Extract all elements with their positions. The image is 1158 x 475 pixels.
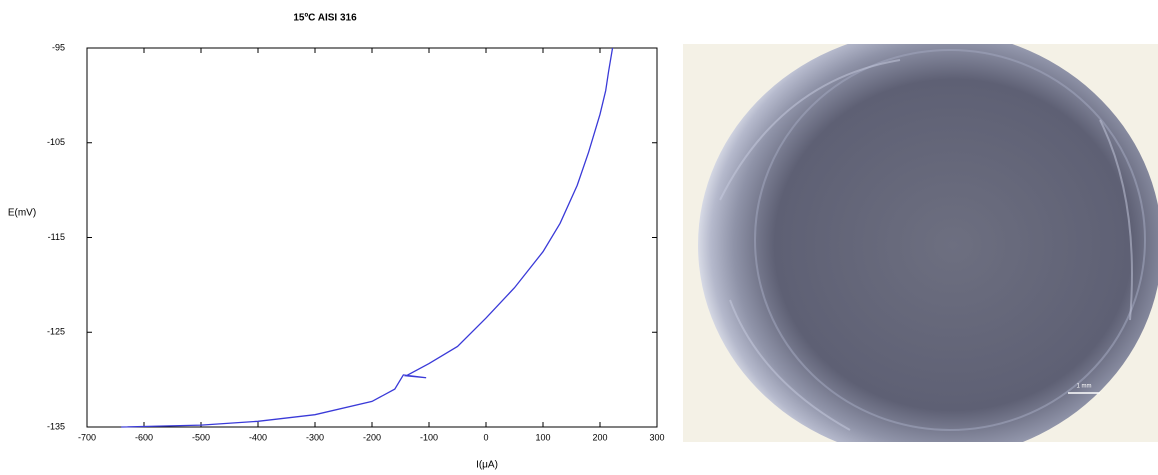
sample-disc bbox=[698, 44, 1158, 442]
x-tick-label: -700 bbox=[78, 432, 96, 442]
y-axis-label: E(mV) bbox=[8, 208, 36, 219]
sample-photo bbox=[683, 44, 1158, 442]
x-tick-label: -100 bbox=[420, 432, 438, 442]
x-axis-label: I(μA) bbox=[476, 460, 498, 471]
inner-ring bbox=[754, 49, 1146, 431]
y-tick-label: -115 bbox=[48, 232, 65, 242]
plot-frame bbox=[86, 47, 658, 428]
x-tick-label: 100 bbox=[535, 432, 550, 442]
x-tick-label: 200 bbox=[592, 432, 607, 442]
y-tick-label: -125 bbox=[47, 327, 65, 337]
scale-label: 1 mm bbox=[1077, 384, 1092, 390]
x-tick-label: -400 bbox=[249, 432, 267, 442]
chart-title: 15ºC AISI 316 bbox=[293, 13, 357, 24]
y-tick-label: -95 bbox=[52, 42, 65, 52]
x-tick-label: 300 bbox=[649, 432, 664, 442]
x-tick-label: -300 bbox=[306, 432, 324, 442]
data-line bbox=[121, 47, 614, 428]
x-tick-label: -500 bbox=[192, 432, 210, 442]
highlights bbox=[719, 59, 1133, 431]
y-tick-label: -135 bbox=[47, 421, 65, 431]
x-tick-label: -200 bbox=[363, 432, 381, 442]
x-tick-label: 0 bbox=[483, 432, 488, 442]
y-tick-label: -105 bbox=[47, 137, 65, 147]
x-tick-label: -600 bbox=[135, 432, 153, 442]
